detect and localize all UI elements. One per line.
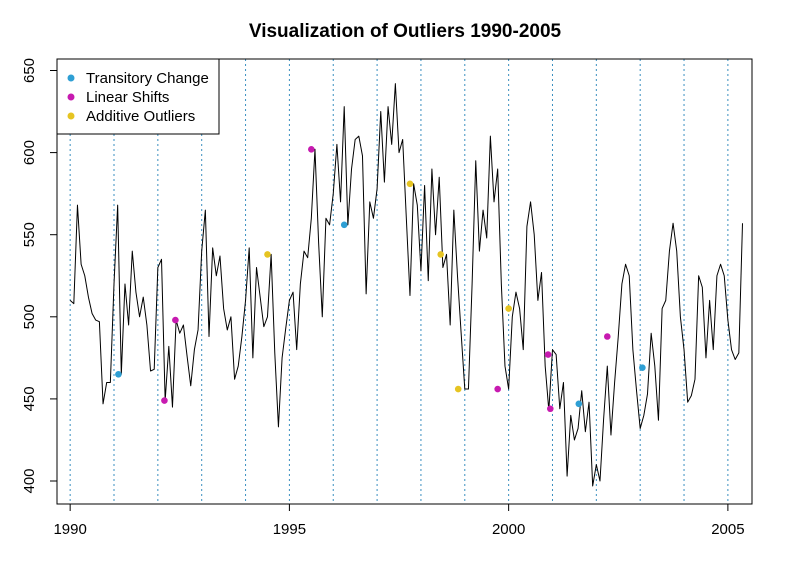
outlier-point-2-3 <box>454 385 462 393</box>
outlier-point-1-3 <box>494 385 501 393</box>
series-group <box>69 83 743 487</box>
outlier-point-2-0 <box>264 251 271 258</box>
outlier-point-0-1 <box>340 221 348 229</box>
series-line-0 <box>69 83 743 487</box>
outlier-point-1-0 <box>161 397 168 404</box>
outlier-point-2-2 <box>437 251 444 258</box>
y-axis: 400 450 500 550 600 650 <box>21 58 58 494</box>
legend-marker-1 <box>67 93 75 101</box>
legend-label-0: Transitory Change <box>86 70 209 87</box>
outlier-point-1-6 <box>603 333 611 340</box>
y-tick-label-0: 400 <box>21 468 38 493</box>
outlier-point-1-5 <box>546 405 554 413</box>
year-reference-lines <box>69 59 729 504</box>
outlier-point-0-3 <box>639 364 646 372</box>
y-tick-label-4: 600 <box>21 140 38 165</box>
x-tick-label-1: 1995 <box>273 521 306 538</box>
outlier-point-1-2 <box>308 146 315 153</box>
outlier-point-1-1 <box>172 316 179 324</box>
y-tick-label-5: 650 <box>21 58 38 83</box>
y-tick-label-1: 450 <box>21 386 38 411</box>
outlier-points <box>115 146 646 413</box>
legend: Transitory Change Linear Shifts Additive O… <box>56 58 220 135</box>
x-axis: 1990 1995 2000 2005 <box>53 503 745 538</box>
outlier-point-0-2 <box>575 400 583 408</box>
legend-box <box>56 58 220 135</box>
y-tick-label-2: 500 <box>21 304 38 329</box>
legend-label-1: Linear Shifts <box>86 89 169 106</box>
x-tick-label-3: 2005 <box>711 521 744 538</box>
legend-marker-0 <box>67 74 75 82</box>
outlier-point-0-0 <box>115 370 122 378</box>
legend-label-2: Additive Outliers <box>86 108 195 125</box>
outlier-point-1-4 <box>544 351 552 358</box>
outlier-point-2-1 <box>406 180 414 188</box>
chart-title: Visualization of Outliers 1990-2005 <box>249 21 562 42</box>
x-tick-label-0: 1990 <box>53 521 86 538</box>
y-tick-label-3: 550 <box>21 222 38 247</box>
x-tick-label-2: 2000 <box>492 521 525 538</box>
legend-marker-2 <box>67 112 75 120</box>
outlier-point-2-4 <box>505 305 512 312</box>
